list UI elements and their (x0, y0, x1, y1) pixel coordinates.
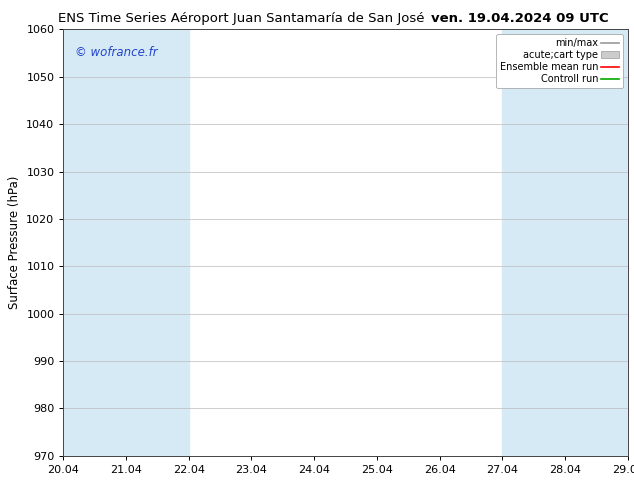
Y-axis label: Surface Pressure (hPa): Surface Pressure (hPa) (8, 176, 21, 309)
Bar (502, 29, 628, 456)
Legend: min/max, acute;cart type, Ensemble mean run, Controll run: min/max, acute;cart type, Ensemble mean … (496, 34, 623, 88)
Text: ven. 19.04.2024 09 UTC: ven. 19.04.2024 09 UTC (431, 12, 609, 25)
Bar (63, 29, 189, 456)
Text: © wofrance.fr: © wofrance.fr (75, 47, 157, 59)
Text: ENS Time Series Aéroport Juan Santamaría de San José: ENS Time Series Aéroport Juan Santamaría… (58, 12, 424, 25)
